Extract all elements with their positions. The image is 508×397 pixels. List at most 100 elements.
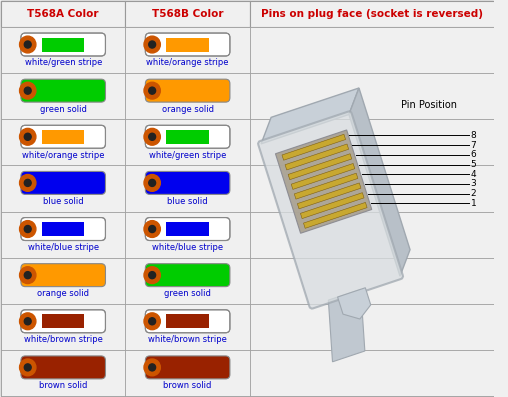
FancyBboxPatch shape: [167, 38, 209, 52]
Circle shape: [149, 179, 155, 187]
Text: green solid: green solid: [40, 104, 87, 114]
FancyBboxPatch shape: [167, 314, 209, 328]
FancyBboxPatch shape: [250, 27, 495, 73]
FancyBboxPatch shape: [294, 173, 358, 199]
FancyBboxPatch shape: [145, 218, 230, 241]
FancyBboxPatch shape: [42, 314, 84, 328]
FancyBboxPatch shape: [125, 1, 250, 27]
Circle shape: [20, 175, 36, 191]
FancyBboxPatch shape: [145, 264, 230, 287]
Text: 1: 1: [470, 199, 477, 208]
Circle shape: [24, 364, 31, 371]
Text: 2: 2: [470, 189, 476, 198]
Text: brown solid: brown solid: [39, 382, 87, 390]
FancyBboxPatch shape: [42, 222, 84, 236]
FancyBboxPatch shape: [1, 119, 125, 166]
Circle shape: [149, 318, 155, 325]
FancyBboxPatch shape: [42, 38, 84, 52]
Text: 6: 6: [470, 150, 477, 159]
Text: white/brown stripe: white/brown stripe: [24, 335, 103, 344]
FancyBboxPatch shape: [42, 130, 84, 144]
FancyBboxPatch shape: [145, 79, 230, 102]
Text: white/orange stripe: white/orange stripe: [146, 58, 229, 67]
Circle shape: [20, 313, 36, 330]
Polygon shape: [328, 289, 365, 362]
Text: blue solid: blue solid: [43, 197, 83, 206]
FancyBboxPatch shape: [1, 304, 125, 350]
FancyBboxPatch shape: [21, 218, 106, 241]
FancyBboxPatch shape: [21, 125, 106, 148]
FancyBboxPatch shape: [250, 258, 495, 304]
Circle shape: [149, 41, 155, 48]
FancyBboxPatch shape: [145, 33, 230, 56]
FancyBboxPatch shape: [288, 154, 352, 180]
Circle shape: [144, 267, 161, 283]
FancyBboxPatch shape: [297, 183, 361, 209]
FancyBboxPatch shape: [1, 27, 125, 73]
FancyBboxPatch shape: [125, 258, 250, 304]
FancyBboxPatch shape: [21, 172, 106, 195]
FancyBboxPatch shape: [145, 172, 230, 195]
Circle shape: [144, 313, 161, 330]
Text: 4: 4: [470, 170, 476, 179]
Text: white/green stripe: white/green stripe: [149, 151, 227, 160]
FancyBboxPatch shape: [125, 304, 250, 350]
FancyBboxPatch shape: [250, 1, 495, 27]
Polygon shape: [338, 288, 371, 319]
FancyBboxPatch shape: [1, 350, 125, 396]
FancyBboxPatch shape: [21, 264, 106, 287]
Circle shape: [24, 87, 31, 94]
FancyBboxPatch shape: [250, 350, 495, 396]
FancyBboxPatch shape: [125, 166, 250, 212]
FancyBboxPatch shape: [167, 130, 209, 144]
Polygon shape: [261, 88, 359, 144]
Circle shape: [144, 82, 161, 99]
Polygon shape: [349, 88, 410, 276]
FancyBboxPatch shape: [1, 73, 125, 119]
FancyBboxPatch shape: [250, 119, 495, 166]
Circle shape: [149, 87, 155, 94]
Text: white/brown stripe: white/brown stripe: [148, 335, 227, 344]
FancyBboxPatch shape: [250, 166, 495, 212]
FancyBboxPatch shape: [258, 112, 403, 308]
FancyBboxPatch shape: [285, 144, 348, 170]
FancyBboxPatch shape: [250, 73, 495, 119]
FancyBboxPatch shape: [1, 1, 125, 27]
FancyBboxPatch shape: [1, 166, 125, 212]
FancyBboxPatch shape: [145, 356, 230, 379]
Circle shape: [144, 221, 161, 237]
Text: white/blue stripe: white/blue stripe: [27, 243, 99, 252]
FancyBboxPatch shape: [21, 310, 106, 333]
Text: T568B Color: T568B Color: [152, 9, 224, 19]
Text: orange solid: orange solid: [37, 289, 89, 298]
FancyBboxPatch shape: [291, 164, 355, 189]
Text: Pins on plug face (socket is reversed): Pins on plug face (socket is reversed): [261, 9, 483, 19]
FancyBboxPatch shape: [275, 130, 372, 233]
Text: T568A Color: T568A Color: [27, 9, 99, 19]
Circle shape: [24, 225, 31, 233]
Circle shape: [20, 82, 36, 99]
Text: 8: 8: [470, 131, 477, 140]
FancyBboxPatch shape: [21, 356, 106, 379]
Text: blue solid: blue solid: [167, 197, 208, 206]
FancyBboxPatch shape: [1, 1, 493, 396]
FancyBboxPatch shape: [145, 125, 230, 148]
FancyBboxPatch shape: [167, 222, 209, 236]
Text: white/orange stripe: white/orange stripe: [22, 151, 105, 160]
FancyBboxPatch shape: [125, 27, 250, 73]
Circle shape: [144, 359, 161, 376]
Circle shape: [24, 272, 31, 279]
Text: orange solid: orange solid: [162, 104, 214, 114]
Circle shape: [149, 272, 155, 279]
FancyBboxPatch shape: [250, 304, 495, 350]
Text: white/green stripe: white/green stripe: [24, 58, 102, 67]
FancyBboxPatch shape: [303, 202, 367, 228]
Circle shape: [149, 133, 155, 140]
Text: 3: 3: [470, 179, 477, 189]
Circle shape: [20, 359, 36, 376]
Circle shape: [24, 318, 31, 325]
Text: Pin Position: Pin Position: [401, 100, 457, 110]
FancyBboxPatch shape: [21, 33, 106, 56]
FancyBboxPatch shape: [1, 212, 125, 258]
Circle shape: [149, 364, 155, 371]
